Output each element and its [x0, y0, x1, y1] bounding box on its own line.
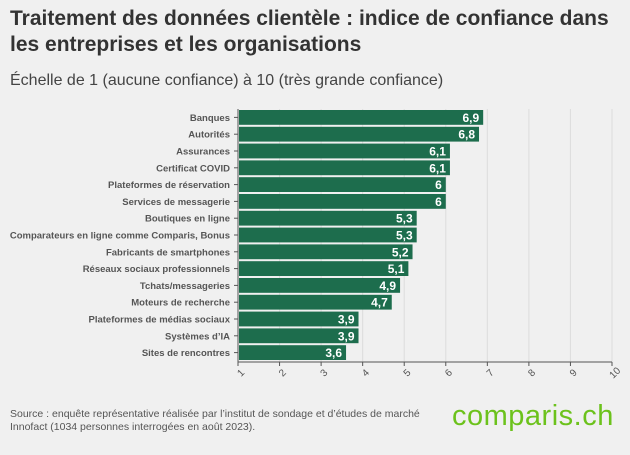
category-label: Sites de rencontres [142, 348, 230, 359]
category-label: Tchats/messageries [140, 281, 230, 292]
bar [239, 294, 392, 310]
data-label: 6,1 [429, 145, 446, 159]
x-tick-label: 1 [235, 367, 247, 379]
data-label: 6,9 [462, 111, 479, 125]
x-tick-label: 4 [360, 367, 372, 379]
x-tick-label: 10 [608, 365, 624, 381]
category-label: Réseaux sociaux professionnels [83, 264, 230, 275]
bar [239, 328, 359, 344]
data-label: 5,3 [396, 212, 413, 226]
x-tick-label: 7 [485, 367, 497, 379]
source-note: Source : enquête représentative réalisée… [10, 408, 420, 433]
bar [239, 160, 450, 176]
bar [239, 227, 417, 243]
bar [239, 278, 401, 293]
data-label: 6 [435, 178, 442, 192]
category-label: Fabricants de smartphones [106, 247, 230, 258]
category-label: Services de messagerie [122, 197, 230, 208]
data-label: 5,3 [396, 229, 413, 243]
bar [239, 110, 484, 125]
data-label: 3,6 [325, 346, 342, 360]
x-tick-label: 6 [443, 367, 455, 379]
category-label: Moteurs de recherche [131, 298, 230, 309]
data-label: 6,1 [429, 161, 446, 175]
category-label: Boutiques en ligne [145, 214, 230, 225]
x-tick-label: 8 [526, 367, 538, 379]
bar [239, 194, 446, 209]
bar [239, 244, 413, 260]
x-tick-label: 5 [402, 367, 414, 379]
bar [239, 311, 359, 327]
category-label: Autorités [188, 130, 230, 141]
x-tick-label: 9 [568, 367, 580, 379]
data-label: 4,9 [379, 279, 396, 293]
x-tick-label: 3 [319, 367, 331, 379]
chart-subtitle: Échelle de 1 (aucune confiance) à 10 (tr… [10, 72, 444, 89]
category-label: Banques [190, 113, 230, 124]
chart-title: Traitement des données clientèle : indic… [10, 7, 609, 56]
bar-chart: 1 2 3 4 5 6 7 8 9 10 Banques 6,9 Autorités 6,8 Assuran… [10, 109, 624, 381]
data-label: 4,7 [371, 296, 388, 310]
bar [239, 177, 446, 192]
data-label: 3,9 [338, 313, 355, 327]
data-label: 3,9 [338, 329, 355, 343]
category-label: Plateformes de médias sociaux [88, 315, 230, 326]
data-label: 5,2 [392, 245, 409, 259]
comparis-logo: comparis.ch [452, 400, 614, 432]
category-label: Comparateurs en ligne comme Comparis, Bo… [10, 231, 230, 242]
category-label: Assurances [176, 147, 230, 158]
bar [239, 210, 417, 226]
bar [239, 261, 409, 276]
category-label: Plateformes de réservation [108, 180, 230, 191]
data-label: 6 [435, 195, 442, 209]
bar [239, 126, 480, 142]
bar [239, 345, 347, 360]
data-label: 5,1 [388, 262, 405, 276]
category-label: Certificat COVID [156, 163, 230, 174]
category-label: Systèmes d’IA [165, 331, 230, 342]
x-tick-label: 2 [277, 367, 289, 379]
bar [239, 143, 450, 159]
data-label: 6,8 [458, 128, 475, 142]
